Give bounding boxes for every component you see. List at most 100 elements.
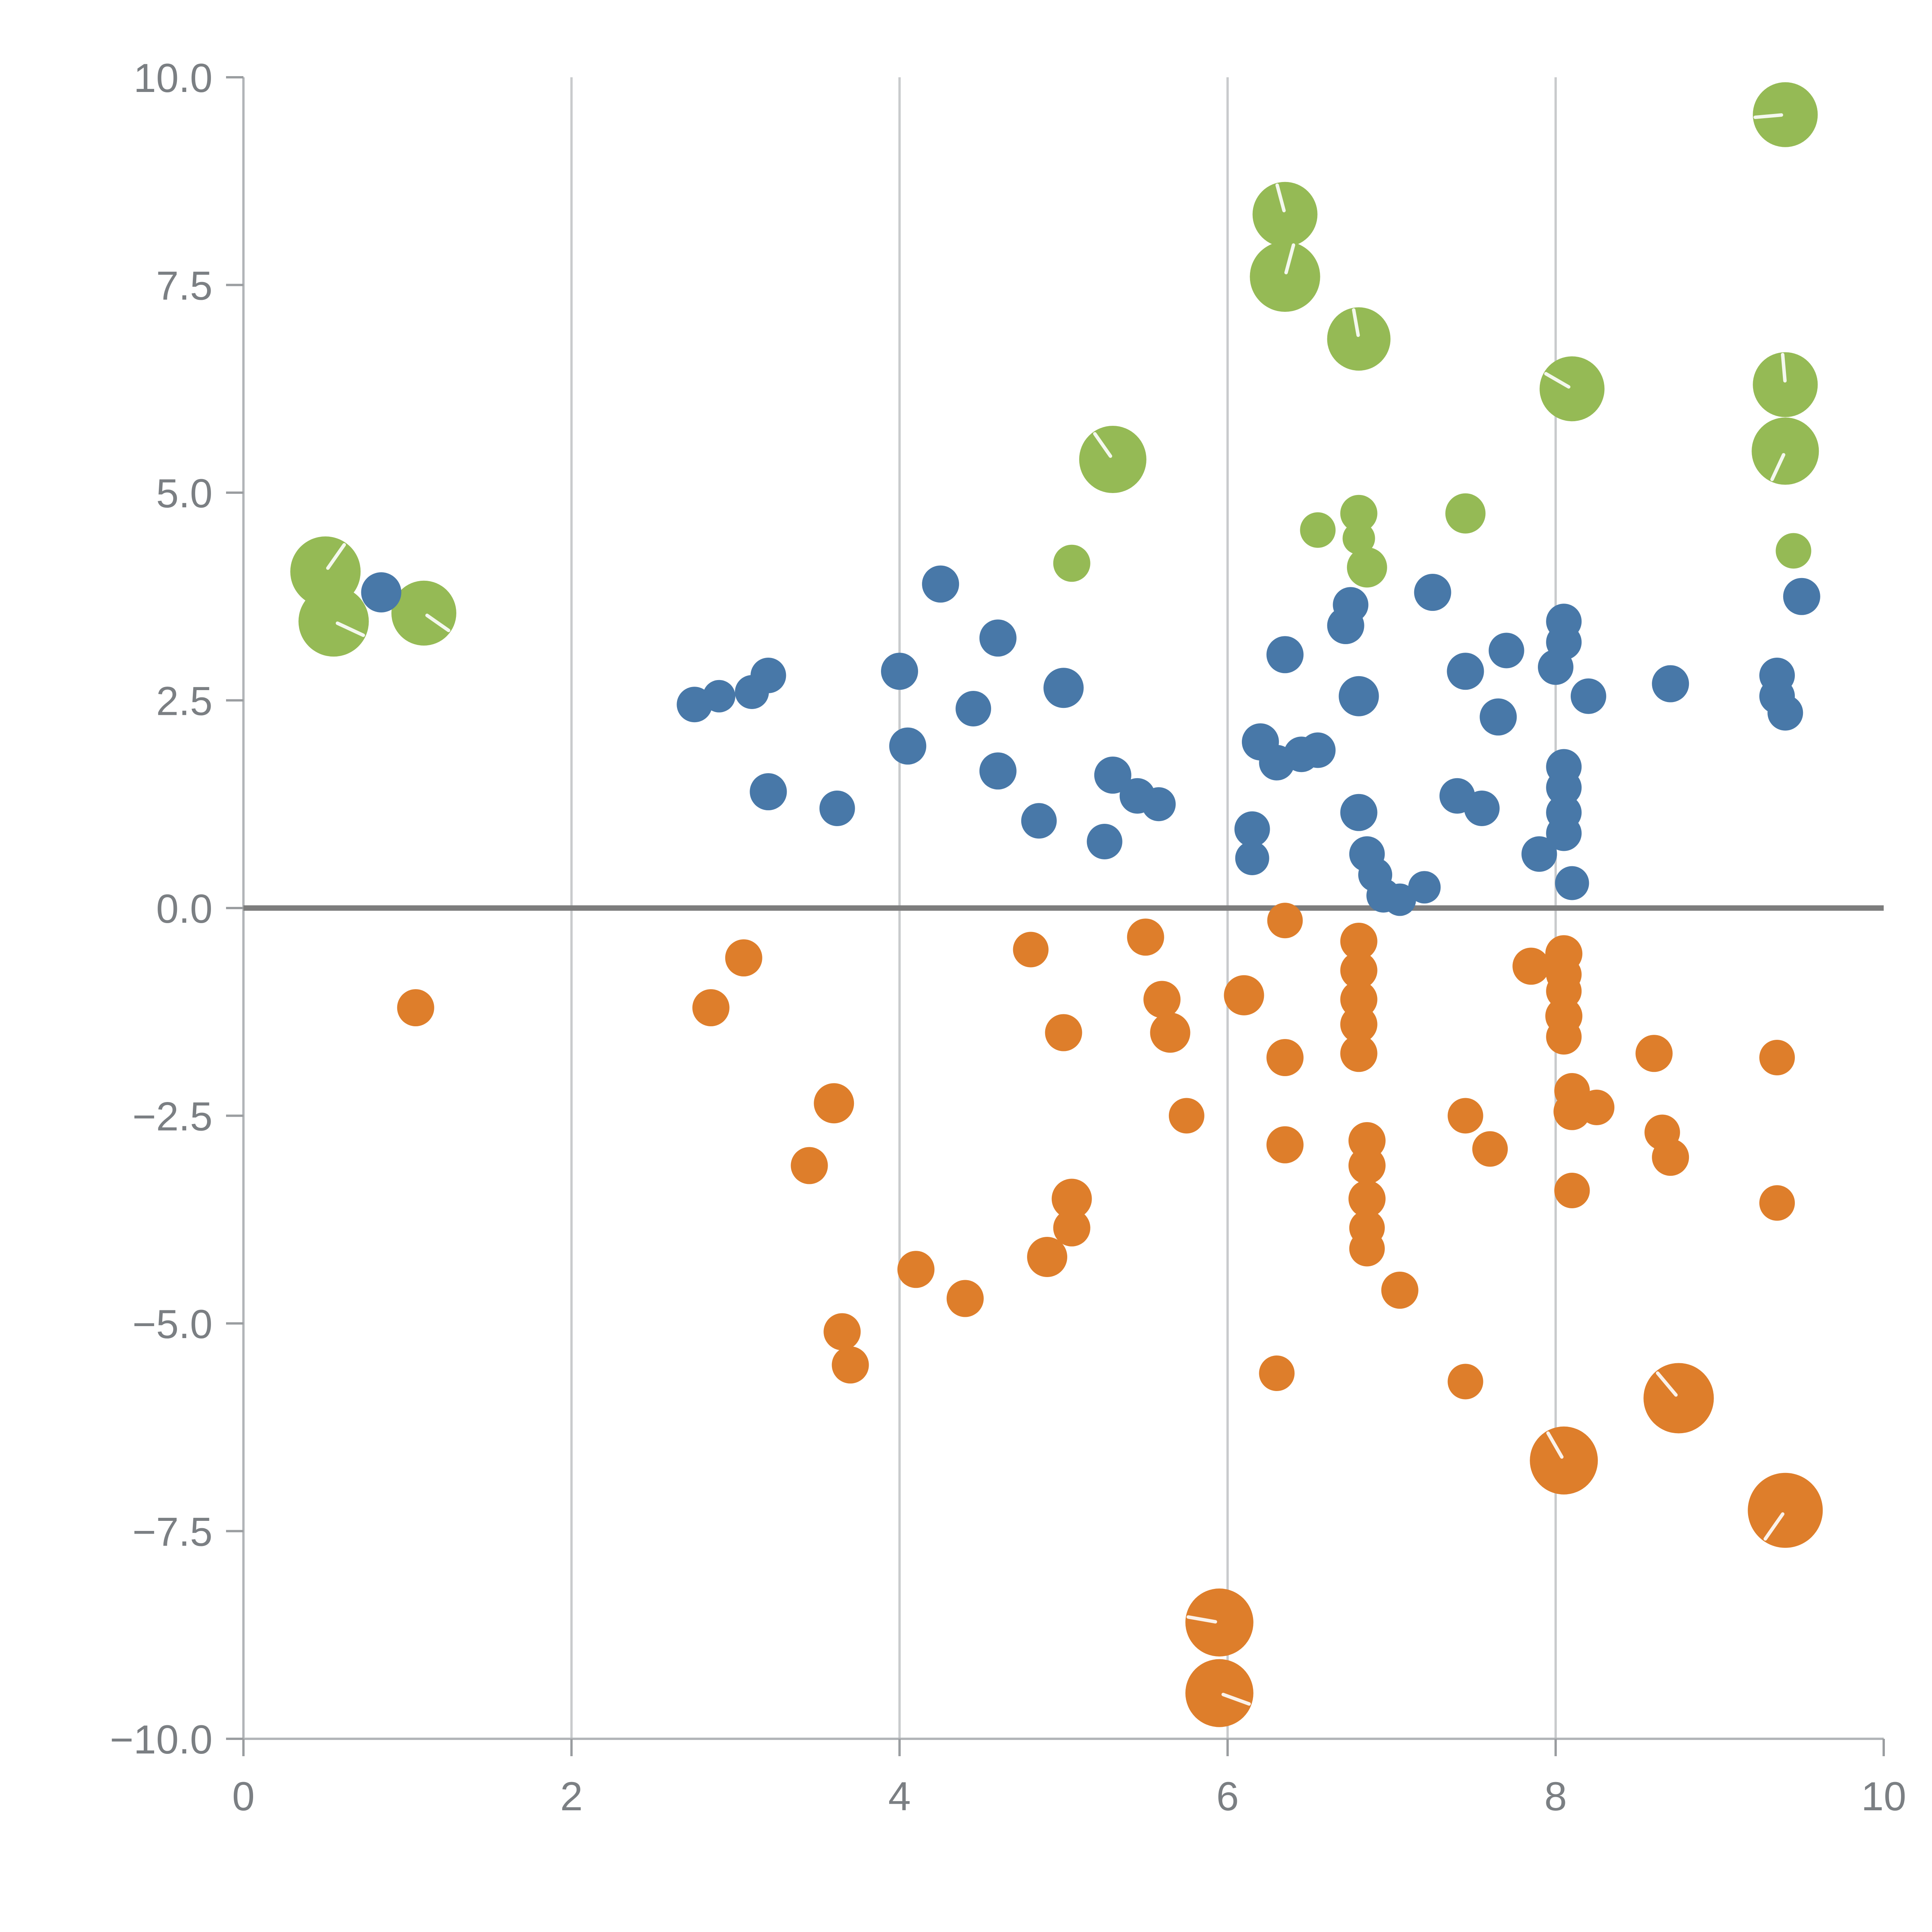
bubble-highlight-line	[1352, 308, 1360, 337]
data-point-blue	[1087, 824, 1122, 859]
bubble-highlight-line	[1764, 1512, 1785, 1541]
data-point-blue	[1266, 636, 1304, 673]
data-point-blue	[1043, 668, 1084, 708]
data-point-green	[1347, 547, 1387, 588]
data-point-orange	[1447, 1098, 1483, 1134]
data-point-blue	[1447, 653, 1484, 690]
data-point-orange	[1340, 1006, 1378, 1043]
data-point-orange	[1579, 1090, 1615, 1125]
data-point-orange	[1554, 1173, 1590, 1208]
data-point-blue	[881, 653, 918, 690]
data-point-green	[1342, 522, 1375, 555]
bubble-highlight-line	[1186, 1615, 1217, 1624]
data-point-blue	[819, 791, 855, 826]
x-tick-label: 10	[1861, 1774, 1906, 1819]
data-point-blue	[979, 752, 1017, 790]
data-point-green	[1340, 495, 1378, 532]
bubble-highlight-line	[1275, 183, 1286, 213]
data-point-orange	[1748, 1473, 1823, 1548]
data-point-blue	[1464, 791, 1500, 826]
data-point-blue	[750, 658, 786, 693]
data-point-orange	[1635, 1035, 1673, 1072]
bubble-highlight-line	[1546, 1431, 1564, 1459]
data-point-blue	[889, 727, 927, 765]
data-point-blue	[1021, 803, 1057, 839]
data-point-orange	[832, 1346, 869, 1384]
data-point-blue	[1570, 678, 1606, 714]
data-point-orange	[1349, 1231, 1385, 1267]
bubble-highlight-line	[1544, 372, 1571, 389]
data-point-blue	[703, 680, 736, 713]
series-orange	[397, 903, 1823, 1727]
bubble-highlight-line	[1781, 353, 1787, 383]
data-point-blue	[1141, 787, 1176, 821]
data-point-green	[1250, 242, 1320, 312]
data-point-green	[1752, 417, 1819, 485]
data-point-orange	[1051, 1179, 1092, 1219]
data-point-orange	[1013, 932, 1049, 968]
data-point-green	[1539, 356, 1605, 422]
y-tick-label: 0.0	[156, 886, 213, 932]
bubble-highlight-line	[326, 543, 346, 570]
x-tick-label: 0	[232, 1774, 255, 1819]
data-point-blue	[1521, 836, 1557, 872]
data-point-orange	[397, 989, 434, 1026]
bubble-highlight-line	[1770, 453, 1786, 481]
data-point-orange	[1340, 952, 1378, 989]
data-point-green	[1327, 307, 1391, 371]
data-point-orange	[1266, 1039, 1304, 1076]
data-point-blue	[922, 565, 959, 603]
y-tick-label: −7.5	[133, 1510, 213, 1555]
data-point-green	[1252, 182, 1318, 247]
x-tick-label: 6	[1216, 1774, 1239, 1819]
data-point-green	[1753, 82, 1818, 147]
data-point-blue	[361, 572, 401, 612]
data-point-orange	[1185, 1588, 1253, 1656]
data-point-orange	[1472, 1131, 1508, 1167]
data-point-orange	[1530, 1426, 1598, 1495]
data-point-orange	[1185, 1659, 1253, 1727]
data-point-orange	[1340, 923, 1378, 960]
data-point-blue	[1300, 732, 1336, 768]
y-tick-label: −10.0	[110, 1717, 213, 1762]
data-point-orange	[1512, 947, 1550, 985]
data-point-orange	[1340, 1035, 1378, 1072]
data-point-blue	[1383, 883, 1416, 916]
data-point-orange	[1053, 1209, 1090, 1247]
data-point-green	[1776, 533, 1811, 569]
data-point-blue	[1333, 587, 1369, 623]
data-point-blue	[1414, 574, 1451, 611]
data-point-green	[298, 586, 369, 657]
data-point-blue	[1546, 770, 1582, 806]
bubble-highlight-line	[425, 614, 451, 633]
data-point-orange	[1652, 1139, 1689, 1176]
bubble-highlight-line	[1221, 1692, 1251, 1706]
data-point-blue	[1340, 794, 1378, 831]
data-point-blue	[1408, 871, 1441, 904]
bubble-highlight-line	[1093, 432, 1112, 458]
data-point-blue	[1488, 633, 1524, 668]
data-point-orange	[823, 1313, 861, 1350]
bubble-highlight-line	[1753, 113, 1783, 119]
data-point-blue	[1234, 811, 1270, 847]
data-point-orange	[1546, 1019, 1582, 1055]
y-tick-label: 2.5	[156, 679, 213, 724]
data-point-blue	[1555, 866, 1589, 900]
data-point-blue	[979, 619, 1017, 657]
data-point-blue	[1546, 604, 1582, 639]
data-point-green	[1300, 512, 1336, 548]
y-tick-label: −2.5	[133, 1094, 213, 1139]
y-tick-label: −5.0	[133, 1302, 213, 1347]
series-green	[290, 82, 1819, 657]
data-point-orange	[1381, 1272, 1418, 1309]
series-blue	[361, 565, 1820, 916]
data-point-orange	[1643, 1363, 1714, 1434]
y-tick-label: 10.0	[134, 56, 213, 101]
data-point-orange	[1759, 1040, 1795, 1075]
data-point-blue	[1235, 841, 1269, 875]
data-point-orange	[946, 1280, 984, 1317]
y-tick-label: 5.0	[156, 471, 213, 516]
data-point-orange	[1143, 981, 1181, 1018]
x-tick-label: 4	[888, 1774, 911, 1819]
